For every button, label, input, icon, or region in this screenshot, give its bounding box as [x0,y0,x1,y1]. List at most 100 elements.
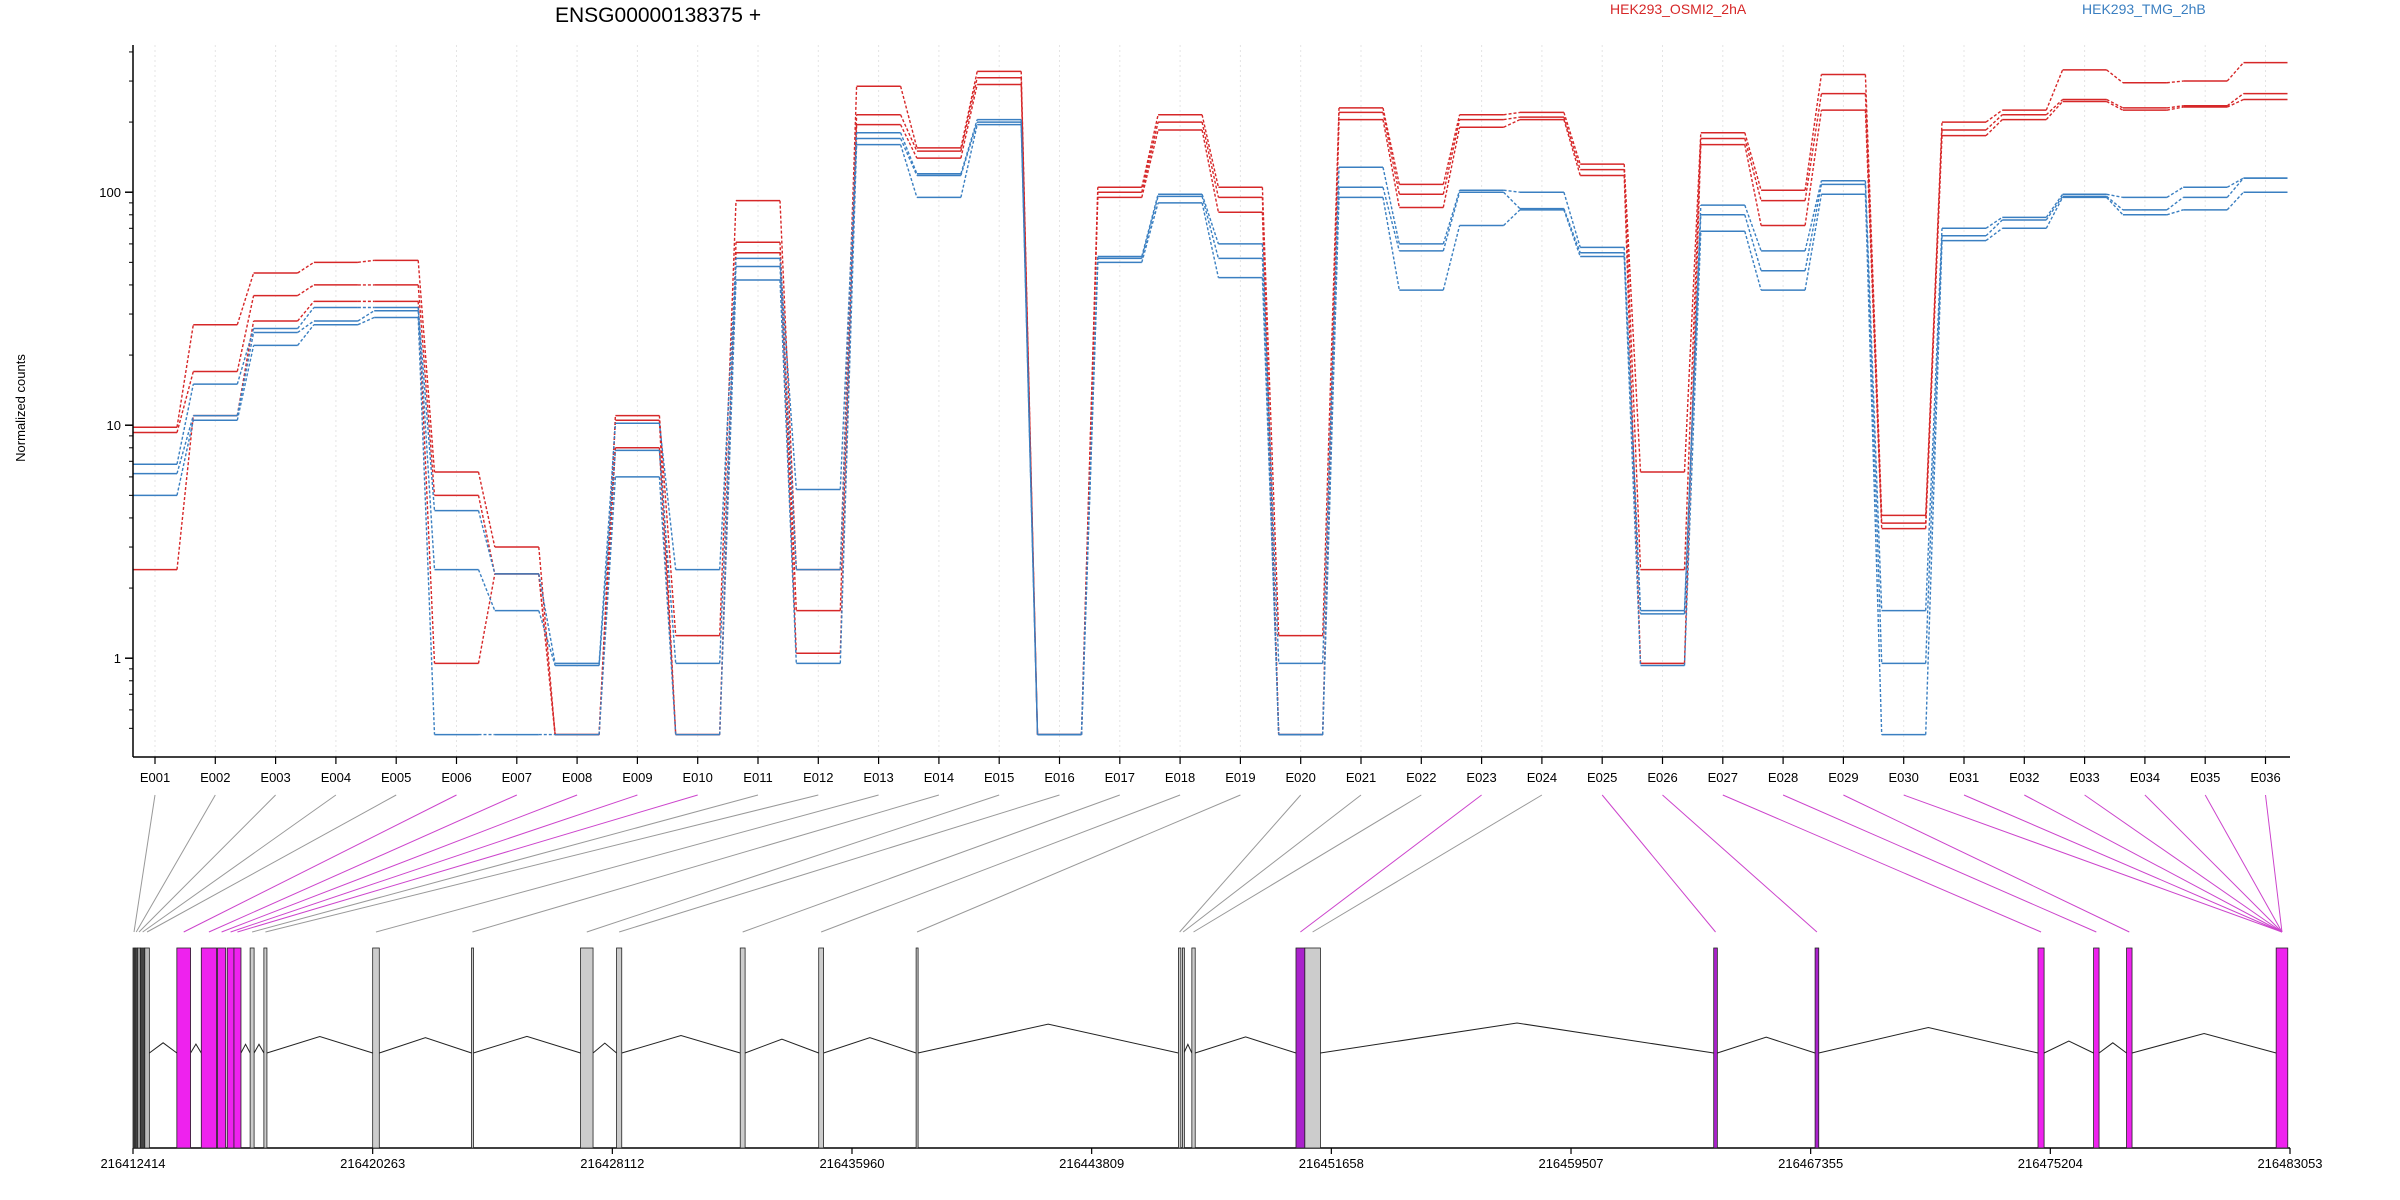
data-connector [1442,190,1461,245]
x-tick-label: E003 [260,770,290,785]
data-connector [417,307,436,511]
data-connector [1322,107,1340,636]
data-connector [176,415,194,570]
exon-box [249,947,255,1149]
data-connector [1925,240,1943,735]
data-connector [1201,129,1220,213]
data-connector [2045,101,2064,121]
x-tick-label: E008 [562,770,592,785]
data-connector [1141,121,1159,193]
data-connector [1683,138,1702,570]
exon-connector [2204,794,2283,933]
x-tick-label: E031 [1949,770,1979,785]
data-connector [176,384,194,465]
axes: 1 10 100 E001 E002 E003 E004 E005 E006 E007 E008 E0… [99,45,2290,785]
intron [240,1043,251,1054]
y-axis-label: Normalized counts [13,354,28,462]
data-connector [658,447,677,735]
exon-connector [916,794,1241,933]
exon-box [2126,947,2133,1149]
data-connector [477,471,496,548]
data-connector [899,144,918,198]
data-connector [1864,180,1883,611]
data-connector [1020,124,1039,735]
data-connector [2166,80,2184,84]
data-connector [477,569,496,611]
data-connector [1985,219,2003,237]
data-connector [1080,262,1099,735]
data-connector [1503,118,1521,128]
data-connector [2226,62,2245,82]
data-connector [538,546,556,735]
x-tick-label: E020 [1286,770,1316,785]
exon-box [471,947,474,1149]
exon-connector [237,794,698,933]
exon-box [1181,947,1185,1149]
exon-box [1295,947,1306,1149]
exon-connector [2265,794,2283,933]
data-connector [2106,69,2124,84]
data-connector [1442,127,1461,208]
data-connector [297,284,315,297]
data-connector [2045,98,2064,116]
data-connector [2106,195,2124,211]
x-tick-label: E022 [1406,770,1436,785]
data-connector [297,324,315,346]
data-connector [357,316,375,326]
x-tick-label: E033 [2069,770,2099,785]
data-connector [1020,122,1039,735]
exon-connector [1843,794,2130,933]
data-connector [538,610,556,666]
data-connector [1744,144,1762,226]
intron [2131,1032,2277,1054]
exon-box [1814,947,1820,1149]
exon-connector [1179,794,1302,933]
intron [266,1036,373,1054]
gene-axis-label: 216420263 [340,1156,405,1171]
data-connector [839,114,858,611]
data-connector [2166,186,2184,198]
series-lines [133,61,2288,736]
data-connector [236,332,255,416]
exon-box [915,947,919,1149]
data-connector [1804,93,1823,201]
x-tick-label: E035 [2190,770,2220,785]
data-connector [1442,192,1461,252]
data-connector [2045,197,2064,229]
data-connector [960,119,978,174]
data-connector [1141,129,1159,198]
x-tick-label: E021 [1346,770,1376,785]
data-connector [2106,100,2124,111]
data-connector [1563,112,1581,165]
intron [823,1037,917,1054]
data-connector [1080,197,1099,735]
data-connector [297,261,315,274]
data-connector [1623,169,1642,570]
data-connector [1744,138,1762,201]
data-connector [297,320,315,334]
x-tick-label: E002 [200,770,230,785]
data-connector [1201,121,1220,198]
data-connector [960,77,978,152]
gene-axis-label: 216459507 [1538,1156,1603,1171]
exon-connector [135,794,216,933]
data-connector [1503,116,1521,121]
data-connector [2226,177,2244,188]
data-connector [2226,93,2244,107]
data-connector [176,420,194,496]
data-connector [779,279,797,664]
exon-connector [1662,794,1818,933]
exon-box [2037,947,2045,1149]
y-tick-label: 10 [107,418,121,433]
data-connector [779,258,797,490]
data-connector [899,86,918,149]
exon-connector [619,794,1060,933]
series-HEK293_OSMI2_2hA [133,61,2288,736]
x-tick-label: E004 [321,770,351,785]
intron [917,1023,1179,1054]
data-connector [2226,177,2245,198]
intron [190,1043,202,1054]
exon-box [200,947,217,1149]
x-tick-label: E027 [1708,770,1738,785]
